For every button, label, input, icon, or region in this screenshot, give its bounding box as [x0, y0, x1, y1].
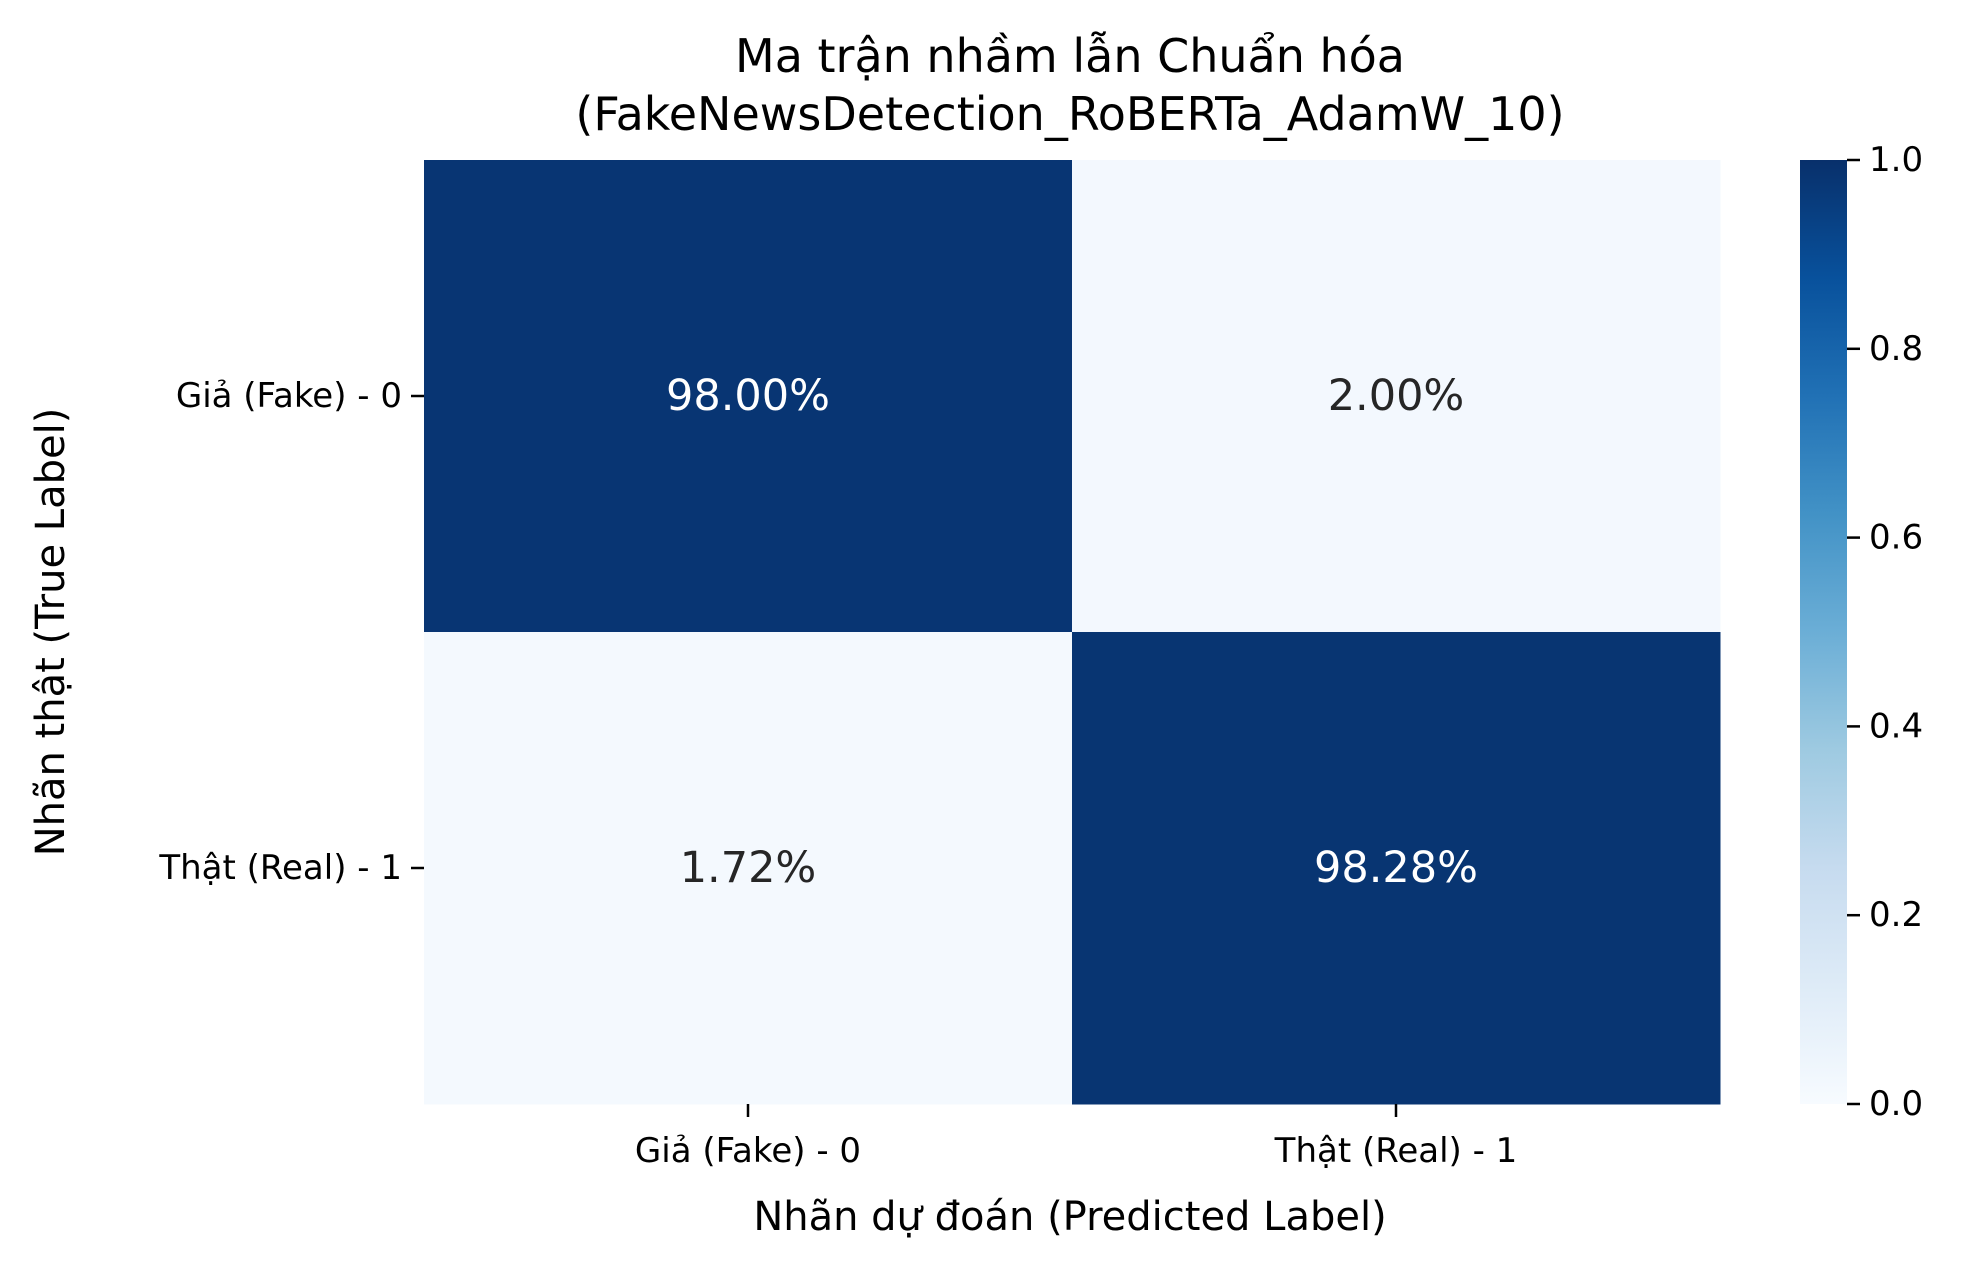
y-tick-label-1: Thật (Real) - 1 — [158, 848, 402, 888]
heatmap-cell-label-r0-c1: 2.00% — [1328, 371, 1465, 421]
heatmap-cell-r0-c0 — [424, 160, 1073, 633]
heatmap-cells — [424, 160, 1721, 1105]
heatmap-cell-label-r1-c0: 1.72% — [680, 843, 817, 893]
chart-title-line-1: Ma trận nhầm lẫn Chuẩn hóa — [735, 29, 1405, 83]
colorbar-ticks: 0.0 0.2 0.4 0.6 0.8 1.0 — [1847, 140, 1923, 1124]
y-axis-ticks: Giả (Fake) - 0 Thật (Real) - 1 — [158, 376, 424, 888]
y-axis-label: Nhãn thật (True Label) — [28, 408, 74, 857]
colorbar-tick-label-2: 0.4 — [1869, 706, 1923, 746]
heatmap-cell-label-r1-c1: 98.28% — [1314, 843, 1478, 893]
heatmap-cell-labels: 98.00% 2.00% 1.72% 98.28% — [666, 371, 1478, 893]
heatmap-cell-label-r0-c0: 98.00% — [666, 371, 830, 421]
heatmap-cell-r0-c1 — [1072, 160, 1721, 633]
heatmap-cell-r1-c0 — [424, 632, 1073, 1105]
x-axis-label: Nhãn dự đoán (Predicted Label) — [753, 1194, 1386, 1240]
x-tick-label-0: Giả (Fake) - 0 — [635, 1131, 861, 1171]
x-tick-label-1: Thật (Real) - 1 — [1274, 1131, 1518, 1171]
chart-title-line-2: (FakeNewsDetection_RoBERTa_AdamW_10) — [575, 87, 1564, 141]
y-tick-label-0: Giả (Fake) - 0 — [176, 376, 402, 416]
colorbar-tick-label-1: 0.2 — [1869, 895, 1923, 935]
colorbar-tick-label-3: 0.6 — [1869, 518, 1923, 558]
colorbar-tick-label-5: 1.0 — [1869, 140, 1923, 180]
x-axis-ticks: Giả (Fake) - 0 Thật (Real) - 1 — [635, 1104, 1517, 1171]
heatmap-cell-r1-c1 — [1072, 632, 1721, 1105]
colorbar-tick-label-4: 0.8 — [1869, 329, 1923, 369]
colorbar — [1800, 160, 1847, 1104]
colorbar-tick-label-0: 0.0 — [1869, 1084, 1923, 1124]
